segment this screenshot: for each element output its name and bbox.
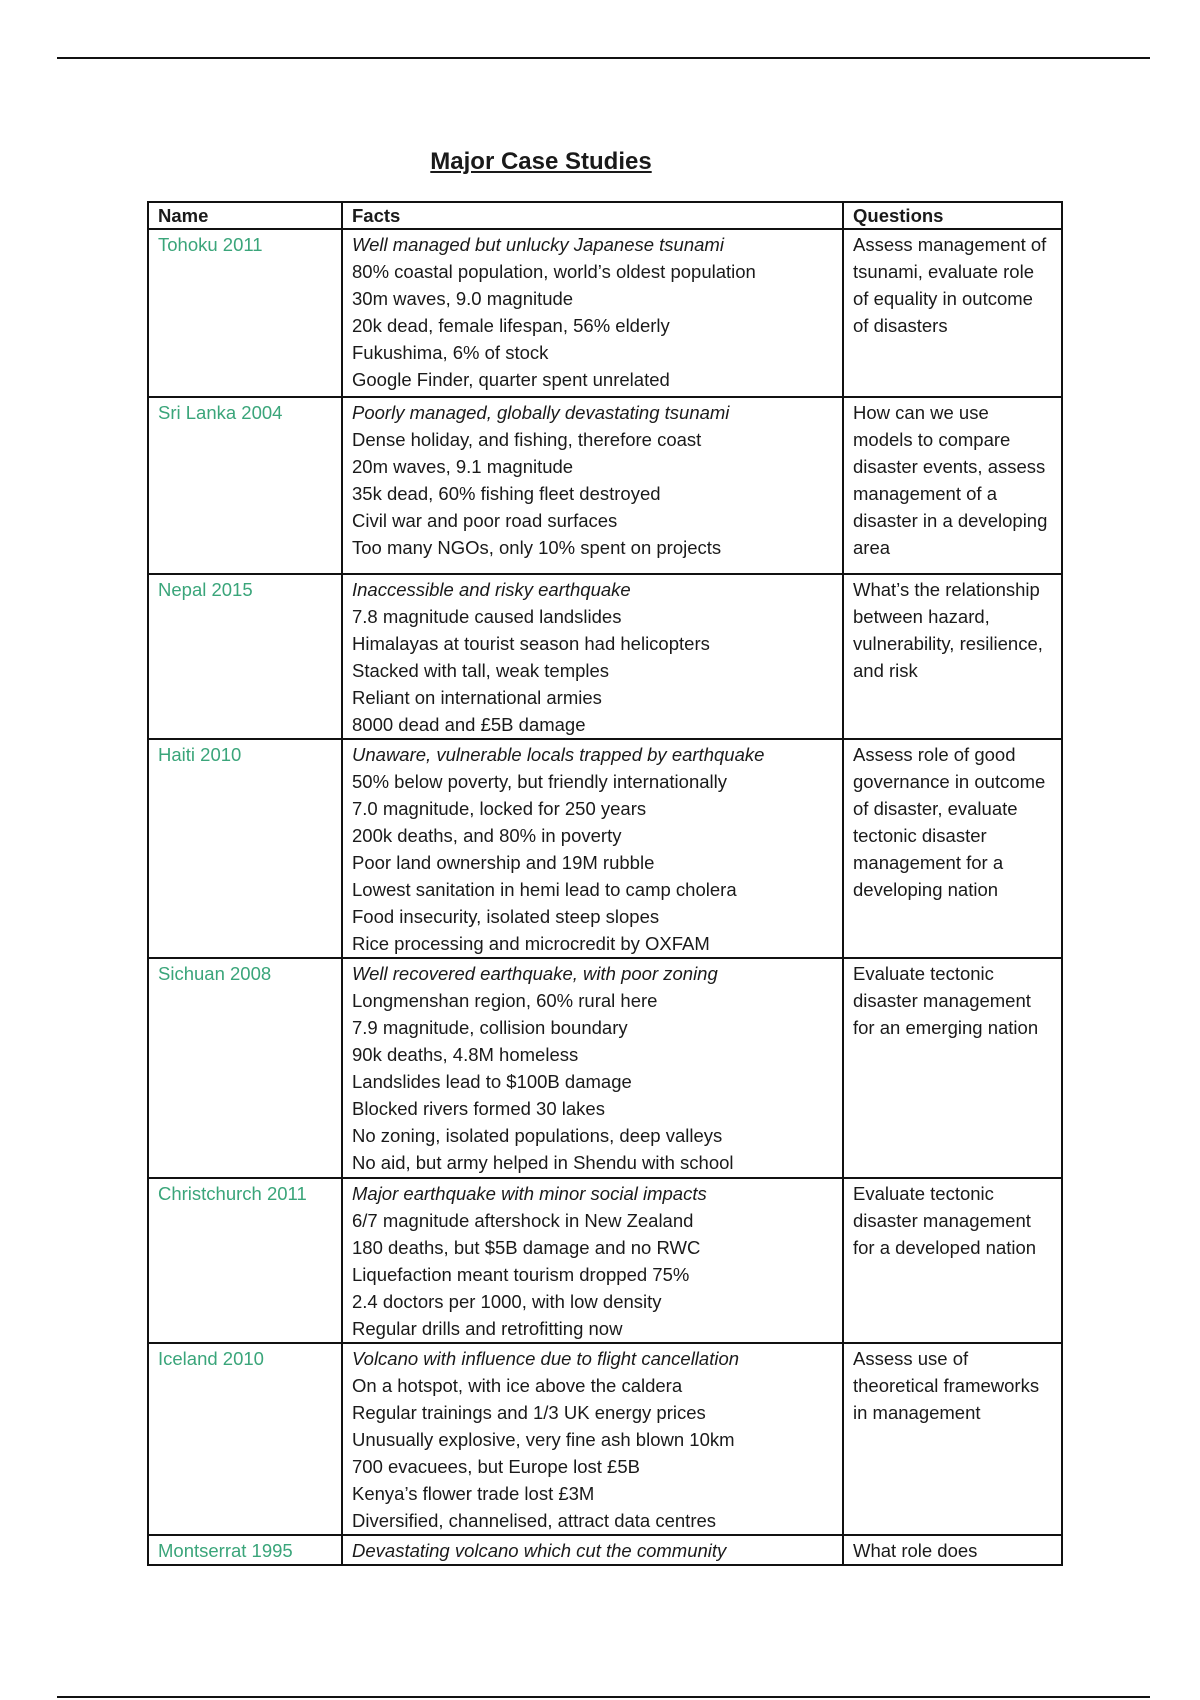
facts-cell: Poorly managed, globally devastating tsu… (341, 396, 844, 575)
case-name: Montserrat 1995 (147, 1534, 343, 1566)
fact-line: 20m waves, 9.1 magnitude (352, 456, 574, 477)
case-name: Nepal 2015 (147, 573, 343, 740)
page-title: Major Case Studies (430, 148, 652, 175)
question-cell: How can we use models to compare disaste… (842, 396, 1063, 575)
fact-line: Longmenshan region, 60% rural here (352, 990, 658, 1011)
fact-line: 700 evacuees, but Europe lost £5B (352, 1456, 640, 1477)
fact-line: 8000 dead and £5B damage (352, 714, 586, 735)
fact-line: Diversified, channelised, attract data c… (352, 1510, 717, 1531)
case-name: Sichuan 2008 (147, 957, 343, 1179)
case-name: Sri Lanka 2004 (147, 396, 343, 575)
question-cell: Evaluate tectonic disaster management fo… (842, 1177, 1063, 1344)
facts-cell: Well managed but unlucky Japanese tsunam… (341, 228, 844, 398)
question-cell: What role does (842, 1534, 1063, 1566)
top-rule (57, 57, 1150, 59)
fact-line: Reliant on international armies (352, 687, 602, 708)
facts-cell: Unaware, vulnerable locals trapped by ea… (341, 738, 844, 959)
fact-line: Kenya’s flower trade lost £3M (352, 1483, 595, 1504)
fact-line: 20k dead, female lifespan, 56% elderly (352, 315, 670, 336)
fact-line: On a hotspot, with ice above the caldera (352, 1375, 683, 1396)
table-row: Sichuan 2008 Well recovered earthquake, w… (147, 957, 1063, 1179)
case-name: Christchurch 2011 (147, 1177, 343, 1344)
fact-line: Too many NGOs, only 10% spent on project… (352, 537, 722, 558)
fact-line: No aid, but army helped in Shendu with s… (352, 1152, 734, 1173)
fact-line: Civil war and poor road surfaces (352, 510, 618, 531)
fact-line: Regular trainings and 1/3 UK energy pric… (352, 1402, 706, 1423)
fact-line: 80% coastal population, world’s oldest p… (352, 261, 756, 282)
question-cell: What’s the relationship between hazard, … (842, 573, 1063, 740)
case-name: Iceland 2010 (147, 1342, 343, 1536)
fact-line: 35k dead, 60% fishing fleet destroyed (352, 483, 661, 504)
fact-summary: Unaware, vulnerable locals trapped by ea… (352, 744, 765, 765)
bottom-rule (57, 1696, 1150, 1698)
fact-summary: Volcano with influence due to flight can… (352, 1348, 740, 1369)
fact-summary: Major earthquake with minor social impac… (352, 1183, 707, 1204)
table-row: Nepal 2015 Inaccessible and risky earthqu… (147, 573, 1063, 740)
fact-line: Fukushima, 6% of stock (352, 342, 549, 363)
header-questions: Questions (842, 201, 1063, 230)
fact-line: 6/7 magnitude aftershock in New Zealand (352, 1210, 694, 1231)
table-row: Montserrat 1995 Devastating volcano which… (147, 1534, 1063, 1566)
fact-line: 2.4 doctors per 1000, with low density (352, 1291, 662, 1312)
table-header-row: Name Facts Questions (147, 201, 1063, 230)
fact-line: Food insecurity, isolated steep slopes (352, 906, 660, 927)
fact-line: 180 deaths, but $5B damage and no RWC (352, 1237, 701, 1258)
facts-cell: Inaccessible and risky earthquake 7.8 mag… (341, 573, 844, 740)
fact-summary: Well managed but unlucky Japanese tsunam… (352, 234, 724, 255)
fact-line: Himalayas at tourist season had helicopt… (352, 633, 710, 654)
fact-summary: Inaccessible and risky earthquake (352, 579, 631, 600)
fact-line: Unusually explosive, very fine ash blown… (352, 1429, 735, 1450)
fact-line: 90k deaths, 4.8M homeless (352, 1044, 579, 1065)
question-cell: Assess role of good governance in outcom… (842, 738, 1063, 959)
header-facts: Facts (341, 201, 844, 230)
fact-line: Dense holiday, and fishing, therefore co… (352, 429, 702, 450)
fact-line: Regular drills and retrofitting now (352, 1318, 623, 1339)
fact-line: Google Finder, quarter spent unrelated (352, 369, 670, 390)
header-name: Name (147, 201, 343, 230)
question-cell: Evaluate tectonic disaster management fo… (842, 957, 1063, 1179)
question-cell: Assess use of theoretical frameworks in … (842, 1342, 1063, 1536)
table-row: Haiti 2010 Unaware, vulnerable locals tra… (147, 738, 1063, 959)
table-row: Tohoku 2011 Well managed but unlucky Japa… (147, 228, 1063, 398)
fact-summary: Well recovered earthquake, with poor zon… (352, 963, 718, 984)
fact-line: 30m waves, 9.0 magnitude (352, 288, 574, 309)
facts-cell: Major earthquake with minor social impac… (341, 1177, 844, 1344)
question-cell: Assess management of tsunami, evaluate r… (842, 228, 1063, 398)
table-row: Iceland 2010 Volcano with influence due t… (147, 1342, 1063, 1536)
fact-summary: Poorly managed, globally devastating tsu… (352, 402, 730, 423)
case-studies-table: Name Facts Questions Tohoku 2011 Well man… (147, 201, 1063, 1566)
table-row: Sri Lanka 2004 Poorly managed, globally d… (147, 396, 1063, 575)
fact-line: 50% below poverty, but friendly internat… (352, 771, 728, 792)
fact-summary: Devastating volcano which cut the commun… (352, 1540, 727, 1561)
fact-line: Stacked with tall, weak temples (352, 660, 610, 681)
table-row: Christchurch 2011 Major earthquake with m… (147, 1177, 1063, 1344)
fact-line: Lowest sanitation in hemi lead to camp c… (352, 879, 737, 900)
fact-line: 7.8 magnitude caused landslides (352, 606, 622, 627)
facts-cell: Devastating volcano which cut the commun… (341, 1534, 844, 1566)
fact-line: 7.0 magnitude, locked for 250 years (352, 798, 647, 819)
facts-cell: Volcano with influence due to flight can… (341, 1342, 844, 1536)
fact-line: Liquefaction meant tourism dropped 75% (352, 1264, 690, 1285)
fact-line: Poor land ownership and 19M rubble (352, 852, 655, 873)
case-name: Tohoku 2011 (147, 228, 343, 398)
case-name: Haiti 2010 (147, 738, 343, 959)
fact-line: 7.9 magnitude, collision boundary (352, 1017, 628, 1038)
fact-line: Blocked rivers formed 30 lakes (352, 1098, 605, 1119)
fact-line: Rice processing and microcredit by OXFAM (352, 933, 710, 954)
fact-line: 200k deaths, and 80% in poverty (352, 825, 622, 846)
facts-cell: Well recovered earthquake, with poor zon… (341, 957, 844, 1179)
fact-line: Landslides lead to $100B damage (352, 1071, 632, 1092)
fact-line: No zoning, isolated populations, deep va… (352, 1125, 723, 1146)
